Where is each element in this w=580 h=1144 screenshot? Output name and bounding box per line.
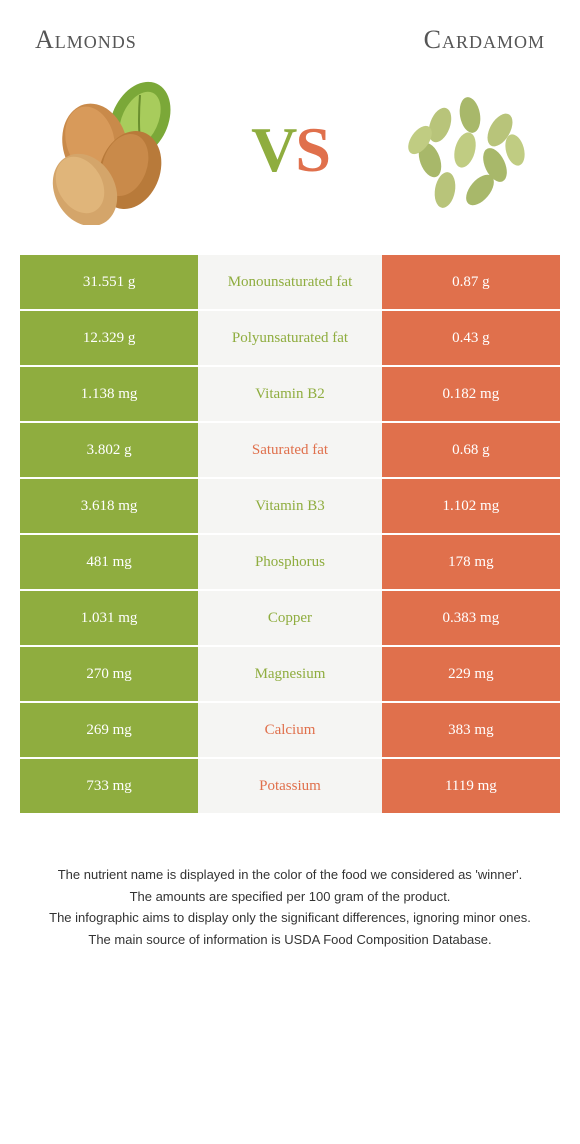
footer-line: The main source of information is USDA F… xyxy=(30,930,550,950)
right-value: 1.102 mg xyxy=(382,479,560,533)
left-value: 31.551 g xyxy=(20,255,198,309)
table-row: 1.138 mgVitamin B20.182 mg xyxy=(20,367,560,421)
nutrient-name: Vitamin B3 xyxy=(198,479,382,533)
table-row: 3.802 gSaturated fat0.68 g xyxy=(20,423,560,477)
footer-notes: The nutrient name is displayed in the co… xyxy=(0,815,580,971)
table-row: 481 mgPhosphorus178 mg xyxy=(20,535,560,589)
table-row: 270 mgMagnesium229 mg xyxy=(20,647,560,701)
right-value: 0.43 g xyxy=(382,311,560,365)
table-row: 12.329 gPolyunsaturated fat0.43 g xyxy=(20,311,560,365)
right-value: 0.68 g xyxy=(382,423,560,477)
nutrient-name: Polyunsaturated fat xyxy=(198,311,382,365)
footer-line: The nutrient name is displayed in the co… xyxy=(30,865,550,885)
left-value: 3.618 mg xyxy=(20,479,198,533)
vs-v: V xyxy=(251,114,295,185)
comparison-table: 31.551 gMonounsaturated fat0.87 g12.329 … xyxy=(0,255,580,813)
nutrient-name: Copper xyxy=(198,591,382,645)
left-food-title: Almonds xyxy=(35,25,137,55)
nutrient-name: Magnesium xyxy=(198,647,382,701)
right-value: 0.383 mg xyxy=(382,591,560,645)
nutrient-name: Phosphorus xyxy=(198,535,382,589)
left-value: 481 mg xyxy=(20,535,198,589)
cardamom-image xyxy=(380,75,550,225)
table-row: 31.551 gMonounsaturated fat0.87 g xyxy=(20,255,560,309)
left-value: 733 mg xyxy=(20,759,198,813)
left-value: 1.031 mg xyxy=(20,591,198,645)
nutrient-name: Vitamin B2 xyxy=(198,367,382,421)
left-value: 270 mg xyxy=(20,647,198,701)
table-row: 733 mgPotassium1119 mg xyxy=(20,759,560,813)
nutrient-name: Saturated fat xyxy=(198,423,382,477)
left-value: 1.138 mg xyxy=(20,367,198,421)
left-value: 269 mg xyxy=(20,703,198,757)
table-row: 3.618 mgVitamin B31.102 mg xyxy=(20,479,560,533)
nutrient-name: Monounsaturated fat xyxy=(198,255,382,309)
table-row: 269 mgCalcium383 mg xyxy=(20,703,560,757)
right-value: 383 mg xyxy=(382,703,560,757)
right-value: 229 mg xyxy=(382,647,560,701)
table-row: 1.031 mgCopper0.383 mg xyxy=(20,591,560,645)
right-value: 178 mg xyxy=(382,535,560,589)
left-value: 3.802 g xyxy=(20,423,198,477)
right-value: 0.87 g xyxy=(382,255,560,309)
nutrient-name: Potassium xyxy=(198,759,382,813)
footer-line: The infographic aims to display only the… xyxy=(30,908,550,928)
footer-line: The amounts are specified per 100 gram o… xyxy=(30,887,550,907)
right-food-title: Cardamom xyxy=(424,25,545,55)
vs-s: S xyxy=(295,114,329,185)
right-value: 0.182 mg xyxy=(382,367,560,421)
left-value: 12.329 g xyxy=(20,311,198,365)
right-value: 1119 mg xyxy=(382,759,560,813)
almonds-image xyxy=(30,75,200,225)
vs-label: VS xyxy=(251,113,329,187)
nutrient-name: Calcium xyxy=(198,703,382,757)
